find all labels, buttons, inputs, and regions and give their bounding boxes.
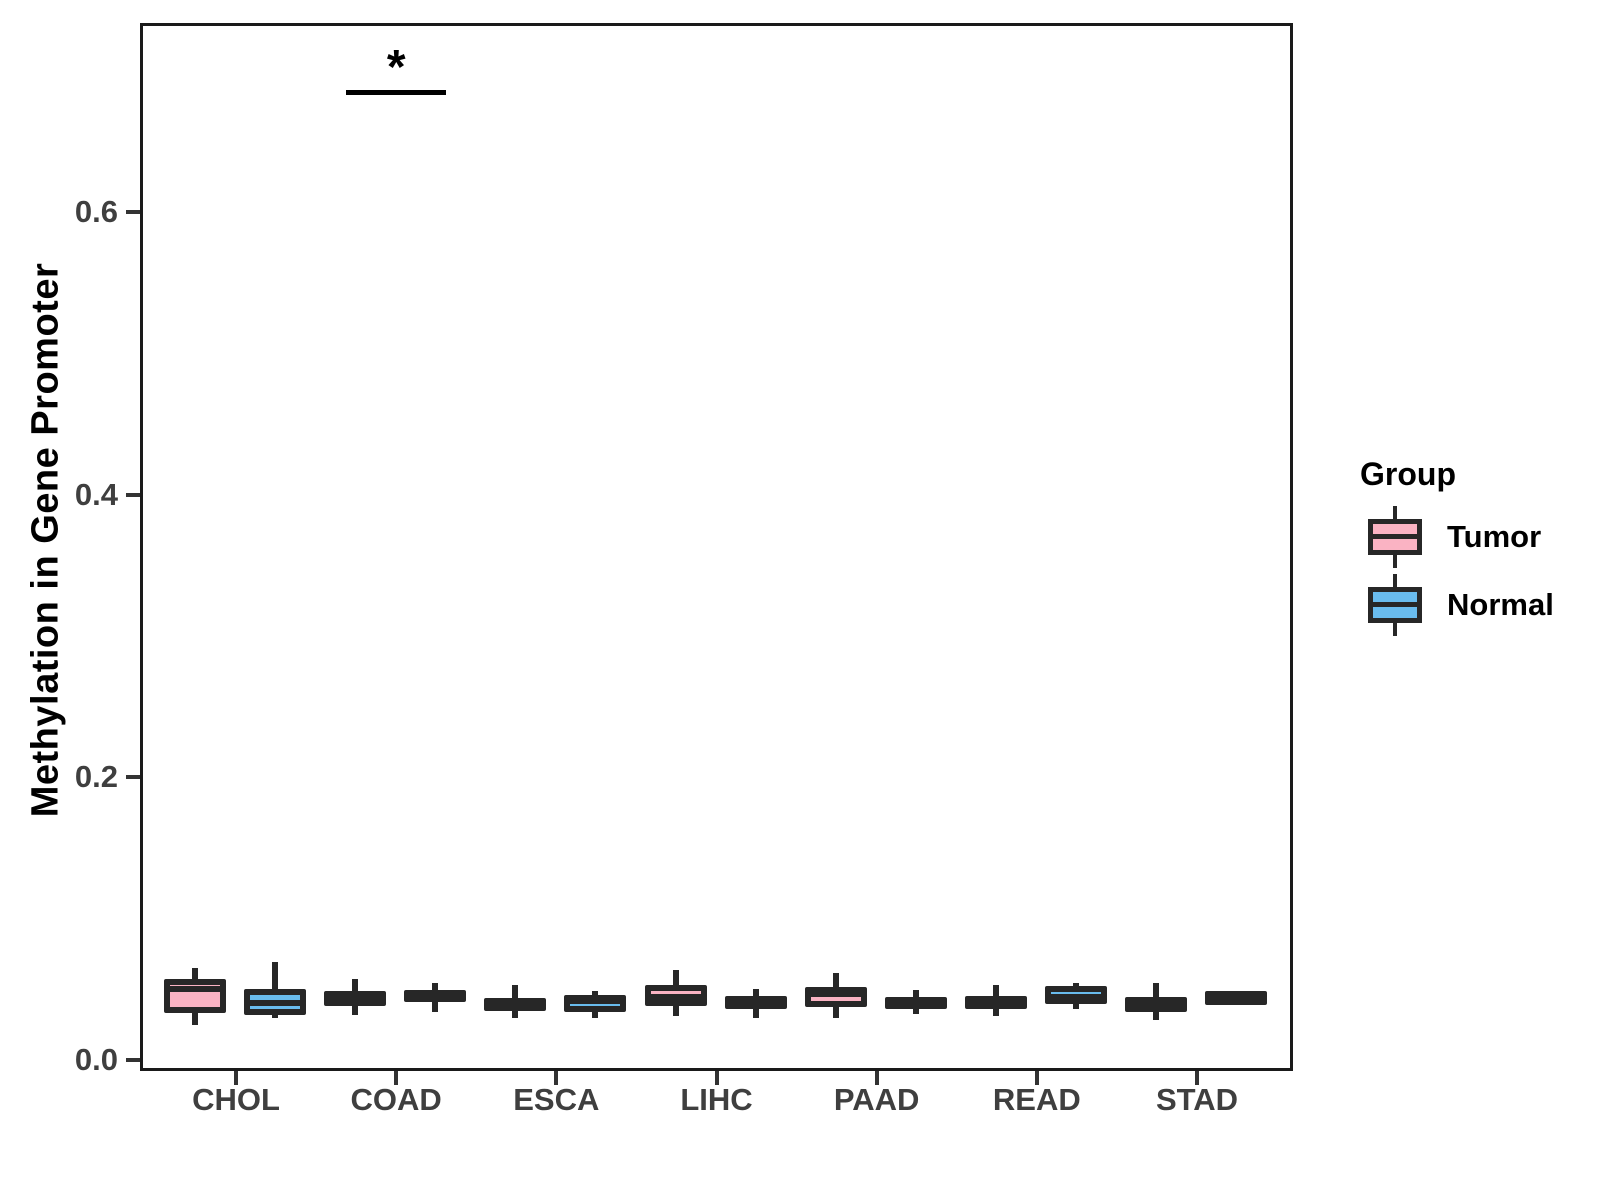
y-tick-label: 0.2 [74, 759, 118, 795]
x-tick-label-lihc: LIHC [680, 1082, 753, 1117]
y-tick [126, 209, 140, 214]
y-axis-title: Methylation in Gene Promoter [24, 262, 67, 818]
legend-title: Group [1360, 456, 1456, 492]
box-esca-normal-median [564, 998, 627, 1005]
box-lihc-tumor-median [644, 994, 707, 1001]
legend-key-tumor-icon [1366, 506, 1424, 568]
x-tick-label-coad: COAD [350, 1082, 442, 1117]
y-tick-label: 0.4 [74, 476, 118, 512]
x-tick-label-esca: ESCA [513, 1082, 600, 1117]
plot-panel [140, 23, 1293, 1071]
x-tick [234, 1071, 238, 1085]
x-tick [394, 1071, 399, 1085]
box-coad-normal-median [404, 993, 467, 1000]
x-tick-label-read: READ [992, 1082, 1081, 1117]
box-read-normal-median [1044, 994, 1107, 1001]
y-tick-label: 0.0 [74, 1042, 118, 1077]
legend-key-median [1373, 534, 1417, 539]
box-stad-tumor-median [1125, 1001, 1188, 1008]
legend-key-normal-icon [1366, 574, 1424, 636]
box-coad-tumor-median [324, 994, 387, 1001]
y-tick [126, 1058, 140, 1062]
box-chol-tumor [164, 979, 226, 1014]
x-tick [874, 1071, 879, 1085]
legend-label-normal: Normal [1447, 587, 1554, 622]
y-tick [126, 775, 140, 780]
box-esca-tumor-median [484, 1000, 547, 1007]
y-tick [126, 492, 140, 497]
box-stad-normal-median [1205, 990, 1268, 997]
x-tick [1034, 1071, 1039, 1085]
x-tick-label-stad: STAD [1155, 1082, 1239, 1117]
box-chol-tumor-median [164, 986, 226, 993]
significance-bracket [346, 89, 447, 95]
legend-key-median [1373, 602, 1417, 607]
x-tick-label-chol: CHOL [192, 1082, 280, 1117]
y-tick-label: 0.6 [74, 193, 118, 229]
x-tick-label-paad: PAAD [833, 1082, 920, 1117]
x-tick [1195, 1071, 1200, 1085]
x-tick [714, 1071, 719, 1085]
legend-label-tumor: Tumor [1447, 519, 1542, 554]
significance-star: * [386, 40, 406, 94]
box-paad-normal-median [884, 1000, 947, 1007]
box-paad-tumor-median [804, 990, 867, 997]
box-lihc-normal-median [724, 999, 787, 1006]
x-tick [554, 1071, 559, 1085]
box-chol-normal-median [244, 1000, 306, 1007]
box-read-tumor-median [964, 999, 1027, 1006]
